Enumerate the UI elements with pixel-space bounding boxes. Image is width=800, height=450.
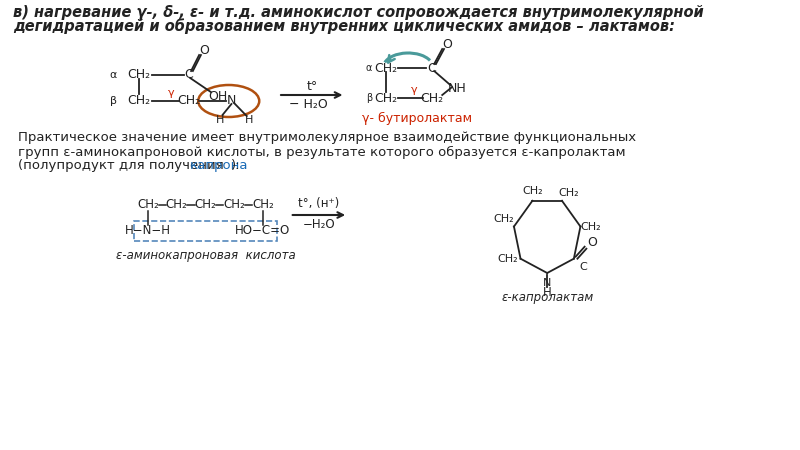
Text: γ: γ bbox=[168, 88, 174, 98]
Text: CH₂: CH₂ bbox=[374, 91, 398, 104]
Text: CH₂: CH₂ bbox=[581, 221, 602, 232]
Text: Практическое значение имеет внутримолекулярное взаимодействие функциональных: Практическое значение имеет внутримолеку… bbox=[18, 131, 636, 144]
Text: O: O bbox=[442, 39, 453, 51]
Text: CH₂: CH₂ bbox=[194, 198, 216, 211]
Text: O: O bbox=[199, 45, 210, 58]
Text: β: β bbox=[110, 96, 117, 106]
Text: α: α bbox=[110, 70, 117, 80]
Text: NH: NH bbox=[448, 82, 467, 95]
Text: HO−C=O: HO−C=O bbox=[235, 225, 290, 238]
Text: (полупродукт для получения: (полупродукт для получения bbox=[18, 159, 228, 172]
Text: H: H bbox=[543, 287, 551, 300]
Text: CH₂: CH₂ bbox=[498, 254, 518, 264]
Text: CH₂: CH₂ bbox=[522, 186, 542, 196]
Text: CH₂: CH₂ bbox=[493, 214, 514, 224]
Text: t°, (н⁺): t°, (н⁺) bbox=[298, 197, 339, 210]
Text: CH₂: CH₂ bbox=[177, 94, 200, 108]
Text: ):: ): bbox=[231, 159, 241, 172]
Text: групп ε-аминокапроновой кислоты, в результате которого образуется ε-капролактам: групп ε-аминокапроновой кислоты, в резул… bbox=[18, 145, 626, 158]
Text: C: C bbox=[184, 68, 193, 81]
Text: H: H bbox=[245, 115, 254, 125]
Text: γ- бутиролактам: γ- бутиролактам bbox=[362, 112, 472, 125]
Text: CH₂: CH₂ bbox=[559, 188, 579, 198]
Text: ε-аминокапроновая  кислота: ε-аминокапроновая кислота bbox=[115, 248, 295, 261]
Text: O: O bbox=[587, 236, 597, 249]
Text: CH₂: CH₂ bbox=[374, 62, 398, 75]
Text: α: α bbox=[366, 63, 372, 73]
Text: CH₂: CH₂ bbox=[127, 68, 150, 81]
Text: −H₂O: −H₂O bbox=[302, 219, 335, 231]
Text: CH₂: CH₂ bbox=[137, 198, 159, 211]
Text: CH₂: CH₂ bbox=[127, 94, 150, 108]
Text: ε-капролактам: ε-капролактам bbox=[501, 291, 594, 303]
Text: CH₂: CH₂ bbox=[166, 198, 187, 211]
Text: − H₂O: − H₂O bbox=[290, 99, 328, 112]
Text: C: C bbox=[427, 62, 436, 75]
Text: γ: γ bbox=[411, 85, 418, 95]
Text: CH₂: CH₂ bbox=[420, 91, 443, 104]
Text: OH: OH bbox=[208, 90, 228, 103]
Text: H: H bbox=[215, 115, 224, 125]
Text: CH₂: CH₂ bbox=[252, 198, 274, 211]
Text: N: N bbox=[226, 94, 236, 108]
Text: N: N bbox=[543, 278, 551, 288]
Text: CH₂: CH₂ bbox=[223, 198, 245, 211]
Text: C: C bbox=[579, 262, 586, 272]
Text: в) нагревание γ-, δ-, ε- и т.д. аминокислот сопровождается внутримолекулярной: в) нагревание γ-, δ-, ε- и т.д. аминокис… bbox=[14, 4, 704, 19]
Text: β: β bbox=[366, 93, 372, 103]
Text: t°: t° bbox=[306, 80, 318, 93]
Text: H−N−H: H−N−H bbox=[125, 225, 171, 238]
Text: дегидратацией и образованием внутренних циклических амидов – лактамов:: дегидратацией и образованием внутренних … bbox=[14, 18, 675, 34]
Text: капрона: капрона bbox=[190, 159, 249, 172]
